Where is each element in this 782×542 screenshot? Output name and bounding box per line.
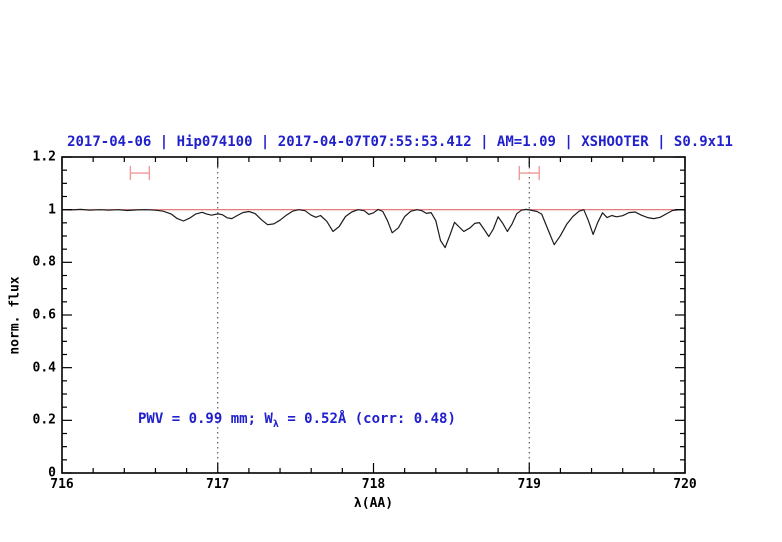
annotation-text-2: = 0.52Å (corr: 0.48) — [278, 411, 456, 427]
plot-title: 2017-04-06 | Hip074100 | 2017-04-07T07:5… — [67, 134, 733, 150]
y-tick-label-0: 0 — [48, 465, 56, 481]
x-tick-label-719: 719 — [517, 477, 541, 492]
x-tick-label-720: 720 — [673, 477, 697, 492]
y-tick-label-0.2: 0.2 — [32, 412, 56, 428]
band-marker-1 — [129, 165, 151, 181]
y-tick-label-0.8: 0.8 — [32, 254, 56, 270]
y-tick-label-0.4: 0.4 — [32, 360, 56, 376]
y-tick-label-1.2: 1.2 — [32, 149, 56, 165]
observed-spectrum-line — [61, 208, 686, 249]
x-tick-label-718: 718 — [361, 477, 386, 492]
y-tick-label-1: 1 — [48, 202, 56, 218]
y-tick-label-0.6: 0.6 — [32, 307, 56, 323]
band-marker-2 — [518, 165, 540, 181]
annotation-lambda-subscript: λ — [272, 418, 279, 430]
annotation-text-1: PWV = 0.99 mm; W — [138, 411, 273, 427]
y-axis-label: norm. flux — [7, 275, 23, 355]
x-tick-label-716: 716 — [50, 477, 74, 492]
x-axis-label: λ(AA) — [353, 496, 394, 511]
pwv-annotation: PWV = 0.99 mm; Wλ = 0.52Å (corr: 0.48) — [138, 411, 456, 430]
x-tick-label-717: 717 — [206, 477, 230, 492]
y-axis-label-box: norm. flux — [0, 157, 30, 473]
